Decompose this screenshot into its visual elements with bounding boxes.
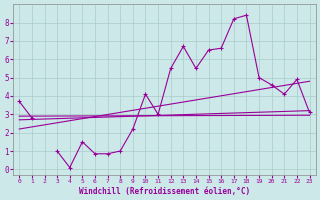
X-axis label: Windchill (Refroidissement éolien,°C): Windchill (Refroidissement éolien,°C) [79, 187, 250, 196]
